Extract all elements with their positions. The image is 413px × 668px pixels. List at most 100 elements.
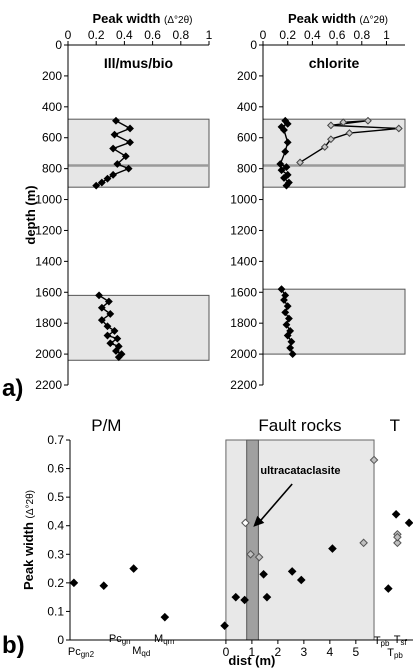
data-point: [97, 316, 106, 324]
y-axis-title-unit: (Δ°2θ): [25, 490, 36, 518]
data-point: [113, 334, 122, 343]
data-point: [327, 135, 335, 144]
x-tick-label: 0.2: [279, 28, 296, 42]
y-axis-title-main: Peak width: [21, 518, 36, 590]
x-tick-label: 1: [249, 645, 256, 659]
panel-title: Ill/mus/bio: [104, 55, 173, 71]
y-tick-label: 0: [55, 38, 62, 52]
annotation-arrow-line: [259, 483, 293, 522]
station-label-sub: pb: [394, 651, 403, 660]
y-tick-label: 0: [57, 633, 64, 647]
station-label: Pcgn: [109, 633, 131, 646]
data-point: [280, 296, 288, 304]
data-point: [394, 124, 403, 133]
data-point: [328, 544, 337, 553]
data-point: [126, 138, 134, 147]
data-point: [69, 578, 79, 588]
data-point: [393, 532, 402, 542]
panel-a-right: 0 0.2 0.4 0.6 0.8 1 0 200 400 600 800 1000 1200 1400 1…: [230, 11, 406, 392]
x-tick-label: 5: [352, 645, 359, 659]
data-point: [113, 160, 122, 168]
x-tick-label: 0.4: [304, 28, 321, 42]
station-label-sub: gn: [122, 637, 131, 646]
station-label-main: T: [374, 635, 381, 647]
data-point: [280, 126, 288, 134]
y-tick-label: 1000: [35, 193, 62, 207]
y-tick-label: 200: [237, 69, 257, 83]
y-tick-label: 600: [237, 131, 257, 145]
station-label-main: Pc: [109, 633, 122, 645]
data-point: [277, 166, 286, 175]
data-point: [240, 595, 249, 605]
data-point: [109, 170, 118, 179]
data-point: [103, 331, 112, 340]
x-tick-label: 3: [301, 645, 308, 659]
data-point: [97, 178, 106, 187]
data-point: [393, 538, 402, 548]
annotation-arrowhead: [253, 515, 265, 527]
y-tick-label: 1400: [35, 254, 62, 268]
x-tick-label: 0.6: [329, 28, 346, 42]
shaded-band: [67, 294, 210, 361]
y-tick-label: 800: [237, 162, 257, 176]
station-label: Tsf: [394, 634, 408, 647]
data-point: [246, 549, 255, 559]
data-point: [286, 344, 295, 352]
y-tick-label: 1200: [230, 223, 257, 237]
y-tick-label: 0.7: [47, 433, 64, 447]
station-label-main: Pc: [68, 646, 81, 658]
data-point: [384, 584, 393, 593]
data-point: [276, 160, 285, 168]
shaded-band: [67, 118, 210, 188]
panel-title: chlorite: [309, 55, 360, 71]
station-label-main: T: [394, 634, 401, 646]
data-point: [320, 143, 329, 151]
data-point: [296, 575, 306, 585]
y-tick-label: 1400: [230, 254, 257, 268]
data-point: [110, 327, 119, 335]
y-tick-label: 0.5: [47, 490, 64, 504]
station-label: Mqm: [154, 633, 175, 646]
y-tick-label: 2200: [35, 378, 62, 392]
y-tick-label: 400: [237, 100, 257, 114]
data-point: [359, 538, 368, 548]
station-label-sub: pb: [381, 639, 390, 648]
data-point: [364, 116, 372, 125]
data-point: [109, 144, 118, 153]
x-tick-label: 0: [260, 28, 267, 42]
x-axis-title: Peak width (Δ°2θ): [93, 11, 193, 26]
panel-label-b: b): [2, 632, 25, 659]
data-point: [369, 455, 379, 465]
data-point: [114, 353, 123, 362]
data-point: [288, 350, 297, 358]
y-tick-label: 0: [250, 38, 257, 52]
panel-a-left: 0 0.2 0.4 0.6 0.8 1 0 200 400 600 800 1000 1200 1400 1…: [23, 11, 213, 392]
y-axis-title: depth (m): [23, 185, 38, 244]
data-point: [283, 119, 292, 128]
data-point: [283, 302, 292, 311]
y-tick-label: 2200: [230, 378, 257, 392]
data-point: [404, 518, 413, 528]
y-tick-label: 200: [42, 69, 62, 83]
data-point: [277, 285, 286, 294]
x-tick-label: 0.8: [353, 28, 370, 42]
data-point: [92, 181, 101, 190]
station-label: Pcgn2: [68, 646, 95, 659]
data-point: [339, 118, 348, 127]
data-point: [345, 129, 354, 137]
station-label-sub: gn2: [81, 650, 95, 659]
region-label: Fault rocks: [258, 416, 341, 435]
data-point: [126, 124, 134, 133]
data-point: [282, 320, 291, 329]
x-tick-label: 2: [275, 645, 282, 659]
data-point: [95, 291, 103, 300]
station-label-sub: qd: [141, 649, 150, 658]
y-tick-label: 0.4: [47, 519, 64, 533]
data-point: [220, 621, 229, 631]
data-point: [103, 174, 112, 183]
data-point: [287, 337, 296, 346]
y-tick-label: 1200: [35, 223, 62, 237]
data-point: [262, 592, 272, 602]
x-tick-label: 1: [206, 28, 213, 42]
data-point: [103, 322, 112, 331]
